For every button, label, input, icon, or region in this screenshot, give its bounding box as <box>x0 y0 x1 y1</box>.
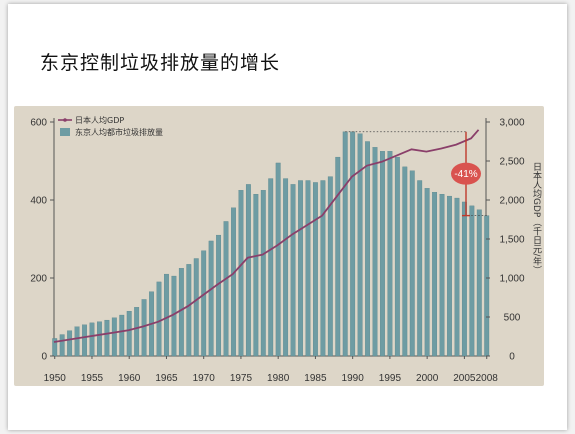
bar-1954 <box>82 324 87 357</box>
bar-1992 <box>365 141 370 357</box>
bar-1960 <box>126 310 132 357</box>
bar-1959 <box>119 314 125 357</box>
y-right-tick-4: 2,000 <box>499 196 524 207</box>
y-right-tick-0: 0 <box>509 352 515 363</box>
x-tick-1980: 1980 <box>267 373 290 384</box>
bar-2007 <box>476 209 482 357</box>
gdp-line <box>53 129 480 343</box>
y-right-tick-6: 3,000 <box>499 118 524 129</box>
bar-2004 <box>454 197 460 357</box>
annotation-badge <box>451 162 481 185</box>
chart: 0 200 400 600 0 500 1,000 1,500 2,000 2,500 3,000 1… <box>30 115 542 384</box>
legend-label-waste: 东京人均都市垃圾排放量 <box>75 127 163 137</box>
x-tick-1990: 1990 <box>342 373 365 384</box>
bar-1967 <box>178 268 184 357</box>
bar-2008 <box>484 215 490 357</box>
bar-1989 <box>342 131 348 357</box>
y-right-axis-label: 日本人均GDP（千日元/年） <box>531 162 542 274</box>
x-tick-1950: 1950 <box>44 373 67 384</box>
bar-1964 <box>156 281 162 357</box>
bar-1994 <box>380 151 385 357</box>
bar-2005 <box>461 201 467 357</box>
x-tick-1975: 1975 <box>230 373 253 384</box>
bar-1990 <box>350 131 356 357</box>
bar-1999 <box>417 180 423 357</box>
bar-1951 <box>59 334 65 357</box>
bar-1993 <box>372 147 378 357</box>
x-tick-1970: 1970 <box>193 373 216 384</box>
bar-1971 <box>208 240 214 357</box>
y-left-tick-200: 200 <box>30 274 47 285</box>
x-tick-1960: 1960 <box>118 373 141 384</box>
x-tick-2005: 2005 <box>453 373 476 384</box>
bar-2006 <box>469 205 475 357</box>
bar-2001 <box>432 192 438 357</box>
bar-1995 <box>387 151 393 357</box>
bar-1980 <box>275 162 281 357</box>
bar-1952 <box>67 330 73 357</box>
legend-label-gdp: 日本人均GDP <box>75 115 124 125</box>
x-tick-1985: 1985 <box>304 373 327 384</box>
bar-1985 <box>312 182 318 357</box>
bar-1979 <box>268 178 274 357</box>
y-right-tick-5: 2,500 <box>499 157 524 168</box>
bar-1968 <box>186 264 192 357</box>
annotation-text: -41% <box>454 169 477 180</box>
y-left-tick-0: 0 <box>41 352 47 363</box>
bar-1982 <box>290 184 296 357</box>
bar-1962 <box>141 299 147 357</box>
bar-1977 <box>253 194 259 357</box>
bar-1975 <box>238 190 244 357</box>
bar-1991 <box>357 133 363 357</box>
x-tick-2000: 2000 <box>416 373 439 384</box>
bar-1957 <box>104 319 110 357</box>
bar-1965 <box>164 273 169 357</box>
legend-swatch-waste <box>60 128 70 136</box>
bar-1988 <box>335 156 341 357</box>
bar-1981 <box>283 178 289 357</box>
bar-2000 <box>424 188 430 357</box>
bar-1987 <box>327 176 333 357</box>
bar-2003 <box>447 195 452 357</box>
bar-1998 <box>409 170 415 357</box>
x-tick-1965: 1965 <box>155 373 178 384</box>
bar-1956 <box>97 321 102 357</box>
bar-1974 <box>231 207 236 357</box>
y-left-tick-600: 600 <box>30 118 47 129</box>
y-right-tick-2: 1,000 <box>499 274 524 285</box>
legend-marker-gdp <box>63 118 67 122</box>
bar-1983 <box>298 180 303 357</box>
bar-1984 <box>305 180 311 357</box>
bar-1969 <box>193 258 199 357</box>
bar-1996 <box>394 156 400 357</box>
x-tick-1955: 1955 <box>81 373 104 384</box>
x-tick-1995: 1995 <box>379 373 402 384</box>
chart-photo: 0 200 400 600 0 500 1,000 1,500 2,000 2,500 3,000 1… <box>14 106 544 386</box>
bar-1970 <box>201 250 207 357</box>
bar-1955 <box>89 322 95 357</box>
bar-1986 <box>320 180 326 357</box>
bar-1973 <box>223 221 229 357</box>
bar-2002 <box>439 194 445 357</box>
y-right-tick-1: 500 <box>504 313 521 324</box>
bar-1961 <box>134 307 140 357</box>
bar-1997 <box>402 166 408 357</box>
y-left-tick-400: 400 <box>30 196 47 207</box>
slide-title: 东京控制垃圾排放量的增长 <box>40 52 281 74</box>
bar-1976 <box>245 184 251 357</box>
y-right-tick-3: 1,500 <box>499 235 524 246</box>
bar-1972 <box>216 234 222 357</box>
bar-1953 <box>74 326 80 357</box>
bar-1978 <box>260 190 266 357</box>
bar-1958 <box>111 317 117 357</box>
x-tick-2008: 2008 <box>476 373 499 384</box>
